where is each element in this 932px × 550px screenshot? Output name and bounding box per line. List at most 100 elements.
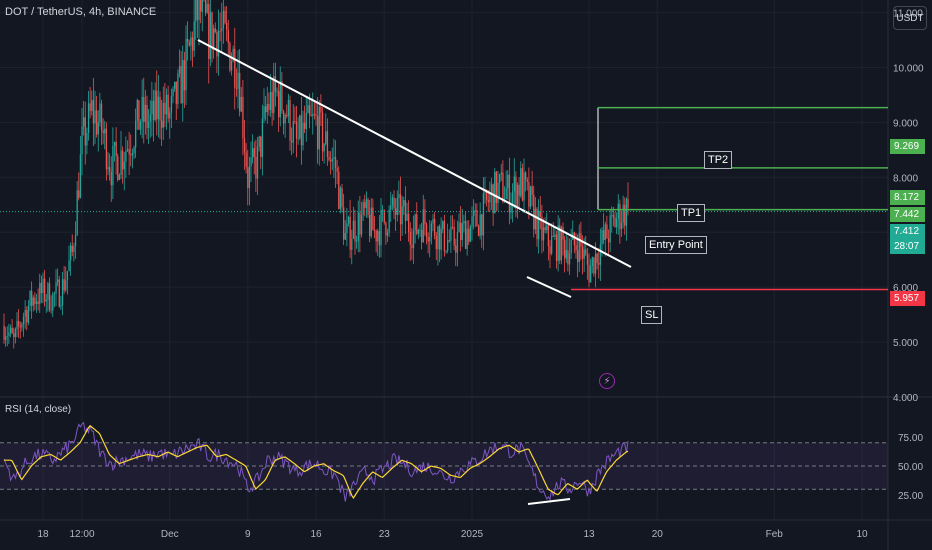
candle-body — [490, 184, 493, 194]
candle-body — [568, 253, 571, 265]
candle-body — [460, 222, 462, 240]
candle-body — [8, 332, 10, 336]
candle-body — [243, 138, 246, 153]
candle-body — [305, 112, 307, 129]
candle-body — [84, 117, 86, 146]
candle-body — [315, 114, 317, 117]
candle-body — [614, 217, 616, 228]
candle-body — [323, 143, 325, 152]
candle-body — [76, 190, 78, 236]
candle-body — [161, 120, 163, 128]
candle-body — [24, 310, 26, 317]
currency-button[interactable]: USDT — [893, 6, 927, 30]
candle-body — [141, 96, 143, 122]
candle-body — [177, 73, 179, 104]
candle-body — [313, 114, 316, 115]
candle-body — [9, 327, 12, 333]
candle-body — [31, 290, 33, 306]
candle-body — [369, 214, 371, 237]
candle-body — [222, 10, 225, 29]
candle-body — [256, 146, 259, 179]
candle-body — [299, 115, 301, 138]
candle-body — [27, 306, 30, 323]
x-tick-label: 16 — [310, 529, 322, 540]
candle-body — [385, 222, 387, 236]
candle-body — [447, 240, 449, 251]
candle-body — [573, 232, 576, 246]
candle-body — [409, 231, 411, 245]
candle-body — [598, 262, 600, 265]
candle-body — [89, 103, 91, 111]
candle-body — [185, 38, 187, 91]
candle-body — [252, 148, 254, 158]
candle-body — [165, 94, 168, 115]
candle-body — [276, 91, 278, 93]
candle-body — [37, 301, 39, 304]
candle-body — [74, 235, 77, 247]
candle-body — [325, 131, 327, 144]
candle-body — [180, 66, 182, 104]
candle-body — [547, 225, 550, 247]
x-tick-label: 13 — [583, 529, 595, 540]
candle-body — [164, 102, 166, 115]
candle-body — [86, 132, 88, 146]
candle-body — [188, 42, 190, 46]
symbol-title[interactable]: DOT / TetherUS, 4h, BINANCE — [5, 6, 157, 18]
candle-body — [341, 188, 343, 208]
flash-icon[interactable]: ⚡ — [599, 373, 615, 389]
candle-body — [365, 199, 368, 208]
candle-body — [468, 228, 470, 242]
candle-body — [135, 120, 137, 148]
candle-body — [92, 100, 95, 124]
candle-body — [71, 245, 73, 252]
candle-body — [513, 176, 515, 192]
candle-body — [26, 310, 28, 323]
candle-body — [122, 150, 124, 170]
candle-body — [151, 100, 153, 115]
candle-body — [494, 171, 496, 214]
candle-body — [333, 157, 335, 159]
candle-body — [512, 191, 514, 205]
candle-body — [250, 157, 252, 167]
candle-body — [408, 213, 410, 232]
candle-body — [208, 3, 210, 59]
candle-body — [107, 167, 109, 170]
x-tick-label: 23 — [379, 529, 391, 540]
candle-body — [65, 280, 67, 291]
candle-body — [542, 227, 545, 241]
candle-body — [620, 222, 623, 230]
candle-body — [289, 100, 291, 141]
countdown-tag: 28:07 — [890, 239, 925, 254]
low-trendline — [526, 276, 572, 298]
candle-body — [245, 152, 247, 168]
candles — [3, 0, 629, 349]
tp1-price-tag: 8.172 — [890, 190, 925, 205]
candle-body — [29, 290, 31, 307]
candle-body — [546, 225, 548, 231]
candle-body — [486, 190, 488, 200]
candle-body — [328, 157, 330, 161]
candle-body — [554, 234, 556, 237]
candle-body — [430, 223, 433, 238]
candle-body — [607, 238, 610, 243]
candle-body — [102, 130, 104, 134]
candle-body — [448, 240, 450, 241]
candle-body — [534, 208, 537, 230]
x-tick-label: 20 — [652, 529, 664, 540]
candle-body — [338, 171, 340, 209]
rsi-title[interactable]: RSI (14, close) — [5, 404, 72, 415]
candle-body — [292, 121, 294, 143]
candle-body — [360, 214, 363, 235]
candle-body — [219, 30, 221, 32]
candle-body — [265, 106, 267, 112]
candle-body — [609, 215, 611, 243]
candle-body — [143, 96, 145, 122]
candle-body — [518, 184, 520, 196]
candle-body — [586, 254, 589, 265]
candle-body — [625, 199, 628, 226]
candle-body — [87, 103, 90, 133]
y-tick-label: 9.000 — [893, 118, 918, 129]
candle-body — [286, 114, 288, 117]
